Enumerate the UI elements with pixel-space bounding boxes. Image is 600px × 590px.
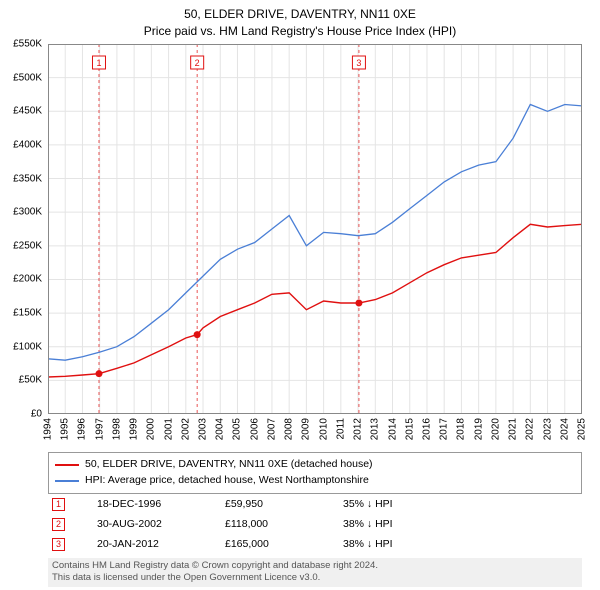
y-tick-label: £0 xyxy=(0,409,42,420)
chart-title-line1: 50, ELDER DRIVE, DAVENTRY, NN11 0XE xyxy=(0,6,600,23)
marker-price: £165,000 xyxy=(225,538,335,550)
x-tick-label: 1999 xyxy=(129,418,140,440)
x-tick-label: 2024 xyxy=(559,418,570,440)
chart-area: 123 £0£50K£100K£150K£200K£250K£300K£350K… xyxy=(48,44,582,414)
legend-row-price-paid: 50, ELDER DRIVE, DAVENTRY, NN11 0XE (det… xyxy=(55,457,575,473)
legend-label-hpi: HPI: Average price, detached house, West… xyxy=(85,473,369,489)
x-tick-label: 2005 xyxy=(232,418,243,440)
marker-diff: 38% ↓ HPI xyxy=(343,538,453,550)
x-tick-label: 2021 xyxy=(508,418,519,440)
svg-text:3: 3 xyxy=(356,58,361,68)
marker-badge: 3 xyxy=(52,538,65,551)
attribution-block: Contains HM Land Registry data © Crown c… xyxy=(48,558,582,587)
sale-markers-table: 1 18-DEC-1996 £59,950 35% ↓ HPI 2 30-AUG-2002… xyxy=(48,494,582,554)
x-tick-label: 2016 xyxy=(421,418,432,440)
marker-diff: 35% ↓ HPI xyxy=(343,498,453,510)
x-tick-label: 2023 xyxy=(542,418,553,440)
x-tick-label: 1996 xyxy=(77,418,88,440)
marker-price: £118,000 xyxy=(225,518,335,530)
marker-diff: 38% ↓ HPI xyxy=(343,518,453,530)
legend-label-price-paid: 50, ELDER DRIVE, DAVENTRY, NN11 0XE (det… xyxy=(85,457,373,473)
y-tick-label: £200K xyxy=(0,274,42,285)
y-tick-label: £450K xyxy=(0,106,42,117)
x-tick-label: 2025 xyxy=(577,418,588,440)
x-tick-label: 2014 xyxy=(387,418,398,440)
x-tick-label: 2020 xyxy=(490,418,501,440)
x-tick-label: 2009 xyxy=(301,418,312,440)
x-tick-label: 2010 xyxy=(318,418,329,440)
y-tick-label: £150K xyxy=(0,308,42,319)
x-tick-label: 2013 xyxy=(370,418,381,440)
svg-text:2: 2 xyxy=(195,58,200,68)
svg-text:1: 1 xyxy=(96,58,101,68)
x-tick-label: 2008 xyxy=(284,418,295,440)
x-tick-label: 2004 xyxy=(215,418,226,440)
marker-date: 20-JAN-2012 xyxy=(97,538,217,550)
x-tick-label: 1995 xyxy=(60,418,71,440)
x-tick-label: 1998 xyxy=(111,418,122,440)
marker-table-row: 3 20-JAN-2012 £165,000 38% ↓ HPI xyxy=(48,534,582,554)
x-tick-label: 2003 xyxy=(198,418,209,440)
legend-row-hpi: HPI: Average price, detached house, West… xyxy=(55,473,575,489)
y-tick-label: £50K xyxy=(0,375,42,386)
x-tick-label: 2002 xyxy=(180,418,191,440)
chart-title-line2: Price paid vs. HM Land Registry's House … xyxy=(0,23,600,40)
x-tick-label: 2022 xyxy=(525,418,536,440)
x-tick-label: 2001 xyxy=(163,418,174,440)
x-tick-label: 1994 xyxy=(43,418,54,440)
legend-box: 50, ELDER DRIVE, DAVENTRY, NN11 0XE (det… xyxy=(48,452,582,494)
y-tick-label: £550K xyxy=(0,39,42,50)
x-tick-label: 2017 xyxy=(439,418,450,440)
x-tick-label: 2000 xyxy=(146,418,157,440)
x-tick-label: 2019 xyxy=(473,418,484,440)
page-root: 50, ELDER DRIVE, DAVENTRY, NN11 0XE Pric… xyxy=(0,0,600,590)
marker-table-row: 2 30-AUG-2002 £118,000 38% ↓ HPI xyxy=(48,514,582,534)
x-tick-label: 2007 xyxy=(266,418,277,440)
marker-date: 30-AUG-2002 xyxy=(97,518,217,530)
y-tick-label: £400K xyxy=(0,139,42,150)
marker-table-row: 1 18-DEC-1996 £59,950 35% ↓ HPI xyxy=(48,494,582,514)
x-tick-label: 2012 xyxy=(353,418,364,440)
y-tick-label: £500K xyxy=(0,72,42,83)
x-tick-label: 2006 xyxy=(249,418,260,440)
chart-title-block: 50, ELDER DRIVE, DAVENTRY, NN11 0XE Pric… xyxy=(0,0,600,40)
y-tick-label: £300K xyxy=(0,207,42,218)
marker-badge: 1 xyxy=(52,498,65,511)
x-tick-label: 2018 xyxy=(456,418,467,440)
chart-svg: 1 2 3 xyxy=(48,44,582,414)
legend-swatch-price-paid xyxy=(55,464,79,466)
y-tick-label: £100K xyxy=(0,341,42,352)
attribution-line2: This data is licensed under the Open Gov… xyxy=(52,572,578,584)
y-tick-label: £350K xyxy=(0,173,42,184)
marker-badge: 2 xyxy=(52,518,65,531)
legend-swatch-hpi xyxy=(55,480,79,482)
marker-date: 18-DEC-1996 xyxy=(97,498,217,510)
attribution-line1: Contains HM Land Registry data © Crown c… xyxy=(52,560,578,572)
x-tick-label: 1997 xyxy=(94,418,105,440)
x-tick-label: 2011 xyxy=(335,418,346,440)
marker-price: £59,950 xyxy=(225,498,335,510)
x-tick-label: 2015 xyxy=(404,418,415,440)
y-tick-label: £250K xyxy=(0,240,42,251)
